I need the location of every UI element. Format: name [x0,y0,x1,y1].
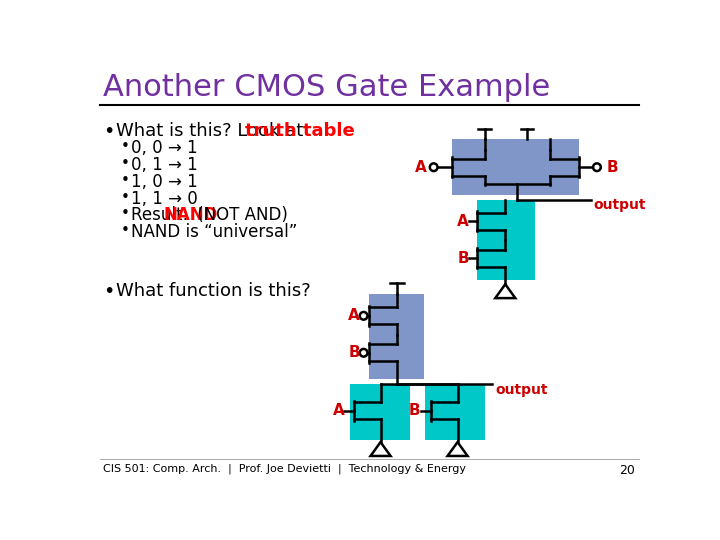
Polygon shape [371,442,390,456]
Text: •: • [121,206,130,221]
Text: Result:: Result: [131,206,194,225]
Text: (NOT AND): (NOT AND) [192,206,288,225]
Polygon shape [448,442,467,456]
Bar [452,139,579,195]
Text: 0, 0 → 1: 0, 0 → 1 [131,139,198,157]
Text: •: • [121,139,130,154]
Text: 20: 20 [618,464,634,477]
Text: •: • [121,156,130,171]
Text: truth table: truth table [245,122,355,140]
Text: •: • [121,173,130,187]
Circle shape [360,349,367,356]
Text: •: • [104,282,114,301]
Text: 1, 1 → 0: 1, 1 → 0 [131,190,198,207]
Text: Another CMOS Gate Example: Another CMOS Gate Example [104,73,551,103]
Text: A: A [415,160,427,175]
Bar [350,384,410,440]
Text: CIS 501: Comp. Arch.  |  Prof. Joe Devietti  |  Technology & Energy: CIS 501: Comp. Arch. | Prof. Joe Deviett… [104,464,467,474]
Text: What function is this?: What function is this? [116,282,310,300]
Text: NAND: NAND [163,206,217,225]
Circle shape [360,312,367,320]
Text: B: B [348,345,360,360]
Bar [369,294,425,379]
Text: 1, 0 → 1: 1, 0 → 1 [131,173,198,191]
Text: A: A [333,403,344,418]
Text: NAND is “universal”: NAND is “universal” [131,224,297,241]
Bar [477,200,534,280]
Bar [426,384,485,440]
Text: output: output [594,198,647,212]
Circle shape [593,164,600,171]
Text: output: output [495,383,548,397]
Text: B: B [606,160,618,175]
Text: A: A [348,308,360,323]
Circle shape [430,164,438,171]
Text: B: B [409,403,420,418]
Text: •: • [104,122,114,141]
Text: •: • [121,190,130,205]
Polygon shape [495,284,516,298]
Text: 0, 1 → 1: 0, 1 → 1 [131,156,198,174]
Text: A: A [457,214,469,228]
Text: What is this? Look at: What is this? Look at [116,122,309,140]
Text: B: B [457,251,469,266]
Text: •: • [121,224,130,239]
